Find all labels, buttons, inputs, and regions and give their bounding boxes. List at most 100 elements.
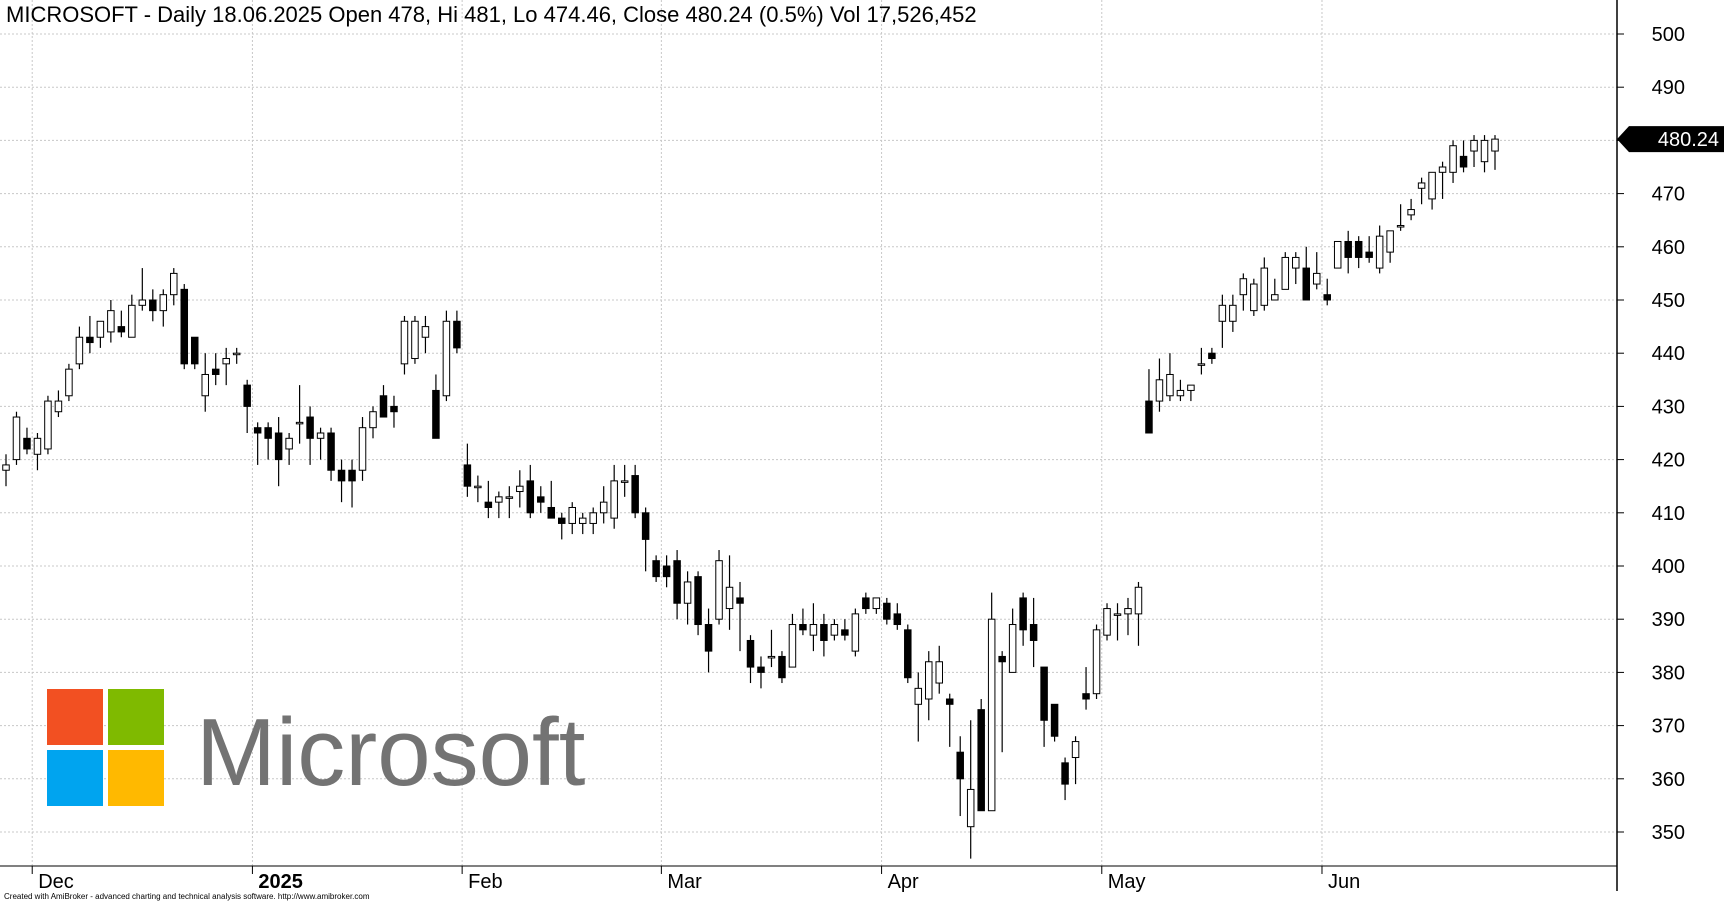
candle — [1103, 603, 1111, 641]
candle — [767, 629, 776, 668]
candle — [1365, 236, 1373, 263]
x-axis-ticks: Dec 2025 Feb Mar Apr May Jun — [31, 866, 1360, 893]
candle — [170, 268, 178, 306]
candle — [505, 486, 514, 519]
candle — [180, 284, 189, 370]
candle — [1428, 171, 1436, 210]
candle-body-down — [694, 576, 702, 626]
candle-body-down — [117, 326, 126, 333]
chart-title: MICROSOFT - Daily 18.06.2025 Open 478, H… — [6, 2, 977, 27]
candle-body-up — [1281, 256, 1290, 290]
candle-body-up — [1375, 235, 1384, 269]
candle-body-up — [1197, 363, 1206, 366]
candle-body-up — [159, 294, 168, 312]
candle-body-up — [1396, 225, 1405, 228]
candle — [421, 315, 430, 354]
candle — [65, 363, 73, 402]
candle — [1061, 757, 1069, 801]
candle-body-down — [631, 475, 639, 514]
candle — [620, 464, 629, 497]
candle — [1302, 246, 1311, 301]
candle-body-down — [998, 655, 1006, 663]
candle — [1208, 347, 1216, 364]
candle-body-up — [620, 480, 629, 483]
candle — [1155, 358, 1164, 412]
axes — [0, 0, 1618, 891]
candle-body-up — [1103, 608, 1111, 636]
candle — [652, 555, 660, 582]
y-tick-label: 470 — [1652, 184, 1685, 206]
candle-body-down — [641, 512, 650, 540]
candle — [1480, 135, 1489, 173]
candle-body-up — [1218, 304, 1227, 322]
candle — [987, 592, 996, 812]
grid — [0, 0, 1617, 866]
candle — [128, 294, 136, 338]
candle-body-up — [1312, 272, 1321, 285]
candle-body-down — [904, 629, 912, 679]
candle — [904, 624, 912, 684]
candle-body-up — [1092, 629, 1101, 695]
candle-body-down — [1029, 624, 1038, 641]
candle — [243, 379, 251, 433]
candle — [547, 480, 556, 519]
candle-body-down — [977, 709, 985, 812]
y-tick-label: 400 — [1652, 556, 1685, 578]
y-tick-label: 440 — [1652, 343, 1685, 365]
candle — [222, 347, 230, 386]
candle-body-down — [484, 501, 493, 508]
candle-body-down — [945, 698, 954, 705]
candle-body-up — [316, 432, 325, 439]
y-tick-label: 460 — [1652, 237, 1685, 259]
candle — [568, 502, 576, 535]
candle — [1239, 273, 1248, 311]
candle-body-up — [495, 496, 503, 503]
candle — [149, 289, 157, 322]
candle — [379, 385, 388, 418]
candle-body-up — [505, 496, 514, 499]
candle-body-down — [306, 416, 314, 439]
candle — [316, 427, 325, 460]
candle-body-up — [788, 624, 797, 668]
candle — [96, 320, 105, 348]
candle — [1271, 278, 1279, 301]
candle — [1417, 177, 1426, 205]
candle-body-up — [809, 624, 818, 636]
candle-body-up — [295, 421, 304, 425]
candle-body-up — [1333, 240, 1342, 269]
x-tick-label: Jun — [1328, 871, 1360, 893]
candle — [1375, 225, 1384, 274]
candle — [463, 443, 472, 497]
candle — [159, 289, 168, 327]
candle — [1438, 161, 1447, 199]
candle — [2, 454, 10, 487]
candle-body-up — [1470, 139, 1478, 152]
candle — [75, 326, 84, 370]
candle-body-down — [778, 655, 786, 679]
candle-body-down — [757, 666, 765, 673]
candle — [295, 385, 304, 444]
candle — [1145, 369, 1153, 434]
candle — [1449, 140, 1457, 183]
candle-body-down — [1208, 352, 1216, 360]
candle — [54, 390, 63, 418]
candle-body-up — [107, 310, 115, 333]
candle — [327, 427, 335, 481]
candle-body-down — [956, 751, 964, 780]
candle — [1187, 384, 1195, 402]
candle-body-up — [1386, 230, 1394, 253]
candle — [746, 635, 755, 684]
candle — [516, 470, 524, 508]
candle — [117, 310, 126, 338]
candle-body-down — [662, 565, 671, 578]
candle-body-down — [190, 336, 199, 365]
candle — [1323, 278, 1331, 306]
candle — [432, 374, 440, 439]
candle-body-down — [736, 597, 744, 604]
candle — [641, 507, 650, 572]
candle-body-up — [578, 517, 587, 524]
candle-body-up — [1260, 267, 1269, 306]
candle — [495, 491, 503, 519]
candle — [23, 427, 31, 455]
candle — [1250, 278, 1258, 316]
